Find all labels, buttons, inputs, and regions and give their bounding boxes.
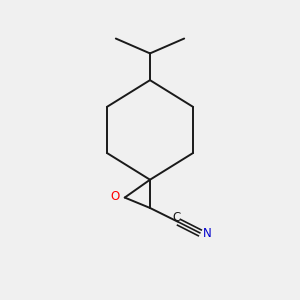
Text: N: N	[203, 227, 212, 240]
Text: O: O	[111, 190, 120, 202]
Text: C: C	[172, 211, 181, 224]
